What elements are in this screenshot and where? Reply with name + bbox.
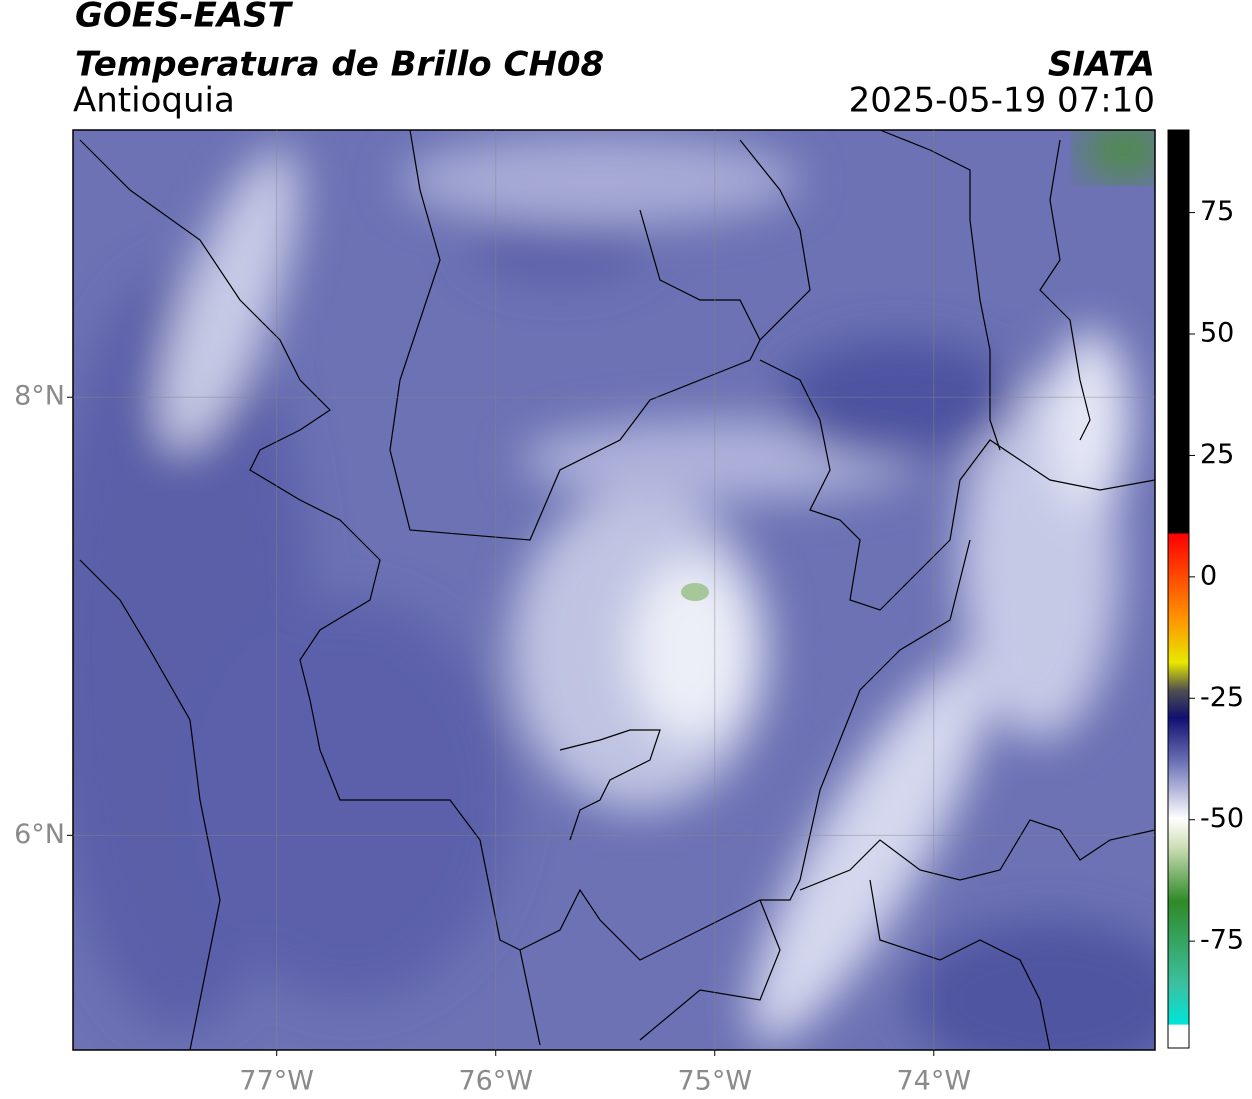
x-tick-label: 76°W: [458, 1066, 533, 1097]
brightness-field: [73, 130, 1155, 1050]
colorbar-label: 0: [1200, 560, 1217, 591]
timestamp: 2025-05-19 07:10: [849, 81, 1155, 121]
y-tick-label: 6°N: [14, 819, 65, 850]
borders: [79, 130, 1155, 1050]
colorbar-label: 25: [1200, 439, 1234, 470]
x-tick-label: 77°W: [239, 1066, 314, 1097]
title: GOES-EAST: [75, 0, 294, 36]
map-frame: [72, 129, 1156, 1051]
colorbar-label: 75: [1200, 196, 1234, 227]
y-tick-label: 8°N: [14, 381, 65, 412]
x-tick-label: 75°W: [677, 1066, 752, 1097]
colorbar-label: -25: [1200, 682, 1244, 713]
subtitle: Temperatura de Brillo CH08: [75, 45, 604, 85]
source: SIATA: [1048, 45, 1155, 85]
x-tick-label: 74°W: [897, 1066, 972, 1097]
region: Antioquia: [73, 81, 235, 121]
colorbar-label: 50: [1200, 318, 1234, 349]
colorbar: [1167, 129, 1190, 1049]
colorbar-label: -50: [1200, 803, 1244, 834]
colorbar-label: -75: [1200, 925, 1244, 956]
